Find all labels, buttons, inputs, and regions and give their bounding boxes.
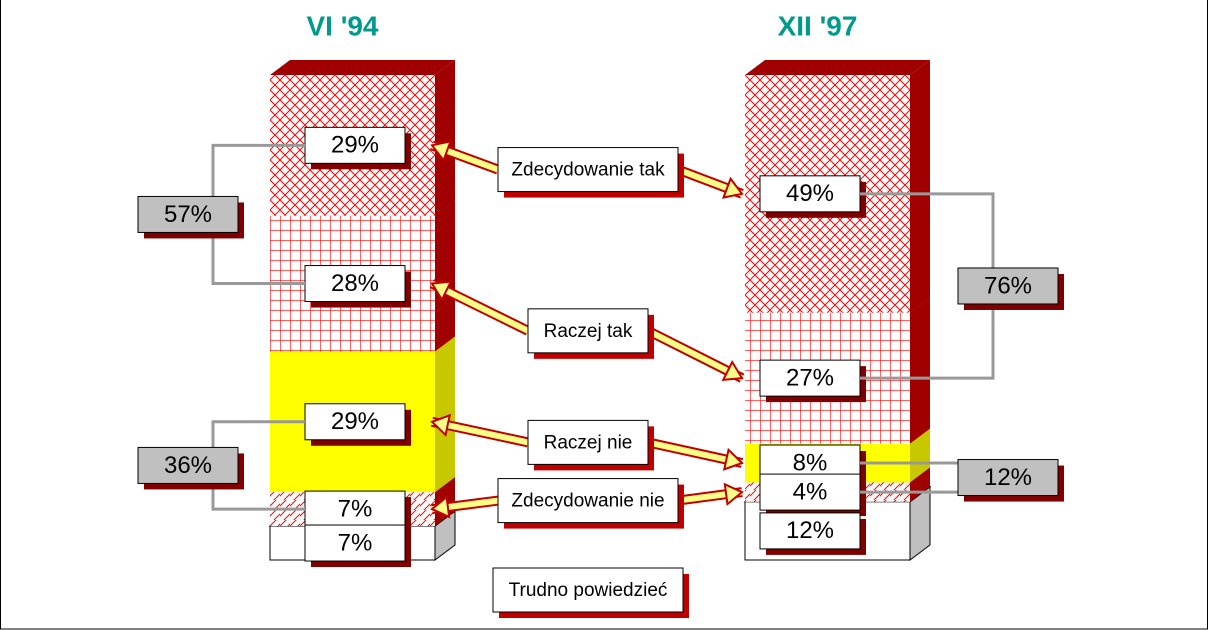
- bar-top: [745, 60, 930, 75]
- value-label-box: [304, 490, 406, 528]
- bar-top: [270, 60, 455, 75]
- bar-side: [910, 428, 930, 483]
- value-label: 7%: [338, 495, 373, 522]
- value-label: 4%: [793, 478, 828, 505]
- arrow-head: [723, 482, 744, 507]
- annotation-box: [137, 446, 239, 484]
- value-label-box: [759, 359, 861, 397]
- series-name-box: [497, 147, 679, 193]
- series-name: Zdecydowanie tak: [511, 160, 665, 181]
- value-label: 27%: [786, 364, 834, 391]
- annotation-box: [957, 267, 1059, 305]
- annotation-box: [957, 459, 1059, 497]
- series-name: Zdecydowanie nie: [511, 491, 664, 512]
- bar-side: [910, 297, 930, 444]
- arrow-head: [722, 447, 744, 471]
- bar-side: [435, 200, 455, 352]
- arrow-body: [646, 328, 744, 381]
- value-label: 49%: [786, 180, 834, 207]
- bar-side: [435, 336, 455, 493]
- arrow-head: [430, 140, 453, 163]
- annotation: 36%: [164, 452, 212, 479]
- annotation: 76%: [984, 272, 1032, 299]
- bar-side: [910, 60, 930, 313]
- value-label-box: [304, 265, 406, 303]
- series-name: Raczej tak: [544, 321, 633, 342]
- category-title: XII '97: [778, 10, 858, 41]
- series-name: Raczej nie: [544, 432, 633, 453]
- arrow-head: [721, 176, 744, 199]
- value-label-box: [304, 524, 406, 562]
- value-label-box: [759, 512, 861, 550]
- arrow-head: [430, 280, 453, 302]
- value-label: 28%: [331, 270, 379, 297]
- arrow-body: [430, 280, 530, 334]
- category-title: VI '94: [306, 10, 378, 41]
- value-label: 8%: [793, 449, 828, 476]
- series-name-box: [527, 419, 649, 465]
- value-label-box: [304, 126, 406, 164]
- value-label: 29%: [331, 132, 379, 159]
- arrow-head: [430, 495, 451, 519]
- annotation: 12%: [984, 464, 1032, 491]
- value-label: 12%: [786, 517, 834, 544]
- annotation-box: [137, 195, 239, 233]
- series-name-box: [497, 478, 679, 524]
- value-label: 29%: [331, 408, 379, 435]
- arrow-head: [430, 413, 452, 437]
- series-name-box: [492, 567, 684, 613]
- annotation: 57%: [164, 201, 212, 228]
- series-name-box: [527, 308, 649, 354]
- series-name: Trudno powiedzieć: [509, 580, 668, 601]
- bar-side: [435, 60, 455, 216]
- value-label: 7%: [338, 529, 373, 556]
- arrow-head: [721, 359, 744, 382]
- value-label-box: [304, 403, 406, 441]
